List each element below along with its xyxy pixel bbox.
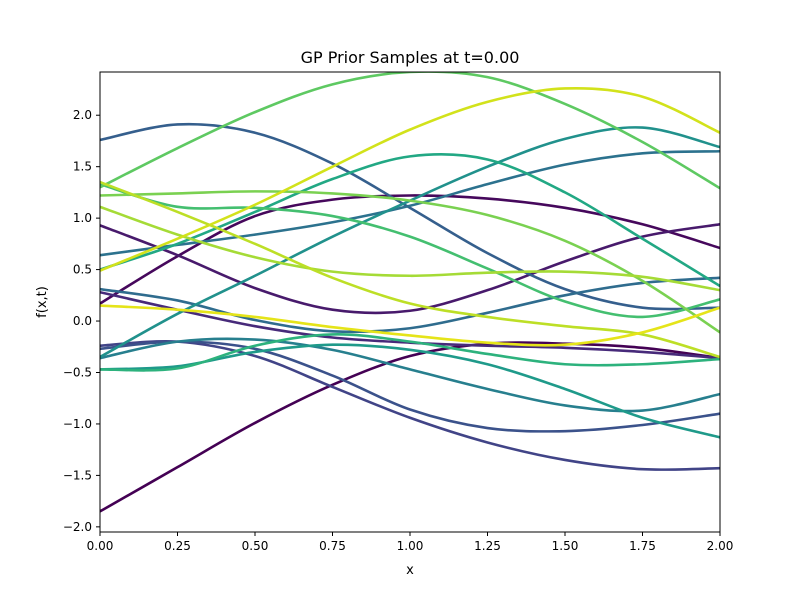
x-axis-ticks: 0.00 0.25 0.50 0.75 1.00 1.25 1.50 1.75 2.00 [87, 532, 734, 553]
series-line-2 [100, 194, 720, 305]
x-tick-label: 0.00 [87, 539, 114, 553]
plot-area [99, 71, 721, 533]
y-tick-label: 0.0 [73, 314, 92, 328]
x-tick-label: 0.50 [242, 539, 269, 553]
series-line-21 [100, 304, 720, 347]
series-line-18 [100, 205, 720, 292]
y-tick-label: −1.0 [63, 417, 92, 431]
series-line-16 [100, 72, 720, 190]
x-tick-label: 1.50 [552, 539, 579, 553]
series-line-7 [100, 122, 720, 311]
x-axis-label: x [406, 563, 414, 578]
y-axis-label: f(x,t) [35, 286, 50, 318]
series-layer [100, 72, 720, 513]
x-tick-label: 0.75 [319, 539, 346, 553]
x-tick-label: 0.25 [164, 539, 191, 553]
y-tick-label: 1.5 [73, 160, 92, 174]
y-tick-label: 2.0 [73, 108, 92, 122]
x-tick-label: 1.75 [629, 539, 656, 553]
series-line-14 [100, 333, 720, 372]
x-tick-label: 1.25 [474, 539, 501, 553]
series-line-13 [100, 153, 720, 288]
y-tick-label: −0.5 [63, 365, 92, 379]
chart-title: GP Prior Samples at t=0.00 [301, 48, 520, 67]
y-tick-label: 0.5 [73, 263, 92, 277]
y-tick-label: −2.0 [63, 520, 92, 534]
series-line-17 [100, 190, 720, 334]
x-tick-label: 1.00 [397, 539, 424, 553]
series-line-6 [100, 340, 720, 433]
series-line-15 [100, 182, 720, 319]
x-tick-label: 2.00 [707, 539, 734, 553]
series-line-19 [100, 180, 720, 359]
series-line-20 [100, 86, 720, 272]
series-line-3 [100, 223, 720, 315]
y-tick-label: 1.0 [73, 211, 92, 225]
series-line-1 [100, 341, 720, 513]
series-line-8 [100, 276, 720, 334]
series-line-5 [100, 339, 720, 471]
y-tick-label: −1.5 [63, 468, 92, 482]
y-axis-ticks: −2.0 −1.5 −1.0 −0.5 0.0 0.5 1.0 1.5 2.0 [63, 108, 100, 534]
